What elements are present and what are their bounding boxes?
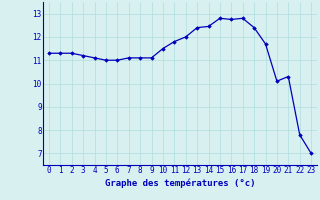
X-axis label: Graphe des températures (°c): Graphe des températures (°c) <box>105 178 255 188</box>
